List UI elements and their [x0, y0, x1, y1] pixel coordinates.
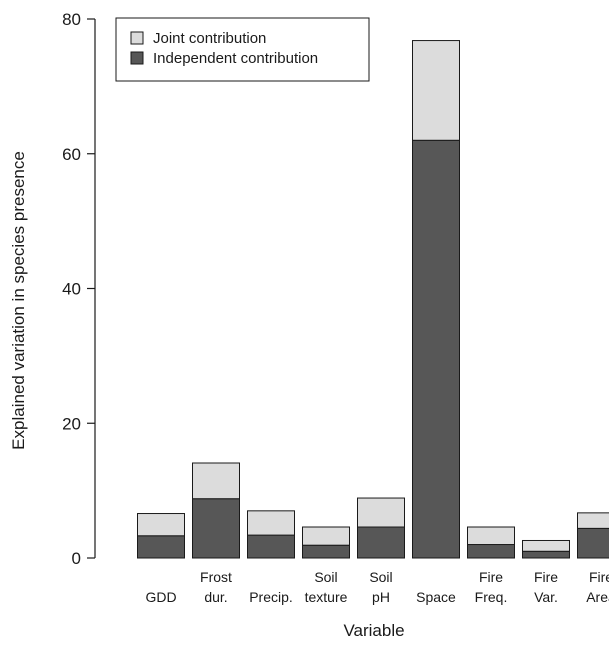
- x-tick-label: Frost: [200, 569, 232, 585]
- x-axis-labels: GDD Frost dur. Precip. Soil texture Soil pH Spac…: [145, 569, 609, 605]
- bar-segment: [358, 527, 405, 558]
- x-tick-label: Fire: [589, 569, 609, 585]
- bar-segment: [413, 140, 460, 558]
- y-axis-title: Explained variation in species presence: [9, 151, 28, 450]
- y-tick-label: 40: [62, 280, 81, 299]
- x-tick-label: texture: [305, 589, 348, 605]
- bar-segment: [578, 513, 609, 528]
- x-tick-label: Fire: [534, 569, 558, 585]
- bar-segment: [138, 536, 185, 558]
- legend-swatch: [131, 32, 143, 44]
- y-axis-ticks: 0 20 40 60 80: [62, 10, 95, 568]
- x-tick-label: dur.: [204, 589, 227, 605]
- bar-segment: [248, 511, 295, 535]
- bar-segment: [358, 498, 405, 527]
- legend: Joint contribution Independent contributi…: [116, 18, 369, 81]
- x-axis-title: Variable: [343, 621, 404, 640]
- x-tick-label: GDD: [145, 589, 176, 605]
- x-tick-label: Soil: [369, 569, 392, 585]
- bar-segment: [193, 463, 240, 499]
- x-tick-label: Fire: [479, 569, 503, 585]
- x-tick-label: Soil: [314, 569, 337, 585]
- bar-segment: [413, 41, 460, 141]
- x-tick-label: Space: [416, 589, 456, 605]
- bar-segment: [193, 499, 240, 558]
- y-tick-label: 20: [62, 414, 81, 433]
- x-tick-label: Precip.: [249, 589, 293, 605]
- bar-segment: [468, 545, 515, 558]
- bar-segment: [523, 540, 570, 551]
- bar-segment: [248, 535, 295, 558]
- y-tick-label: 0: [72, 549, 81, 568]
- bar-segment: [523, 551, 570, 558]
- x-tick-label: Freq.: [475, 589, 508, 605]
- y-tick-label: 80: [62, 10, 81, 29]
- x-tick-label: Area: [586, 589, 609, 605]
- bar-segment: [303, 545, 350, 558]
- legend-label: Joint contribution: [153, 30, 266, 47]
- legend-label: Independent contribution: [153, 50, 318, 67]
- y-tick-label: 60: [62, 145, 81, 164]
- x-tick-label: Var.: [534, 589, 558, 605]
- bar-segment: [468, 527, 515, 545]
- x-tick-label: pH: [372, 589, 390, 605]
- bar-segment: [138, 514, 185, 536]
- bars-layer: [138, 41, 609, 558]
- bar-segment: [303, 527, 350, 545]
- legend-swatch: [131, 52, 143, 64]
- bar-segment: [578, 528, 609, 558]
